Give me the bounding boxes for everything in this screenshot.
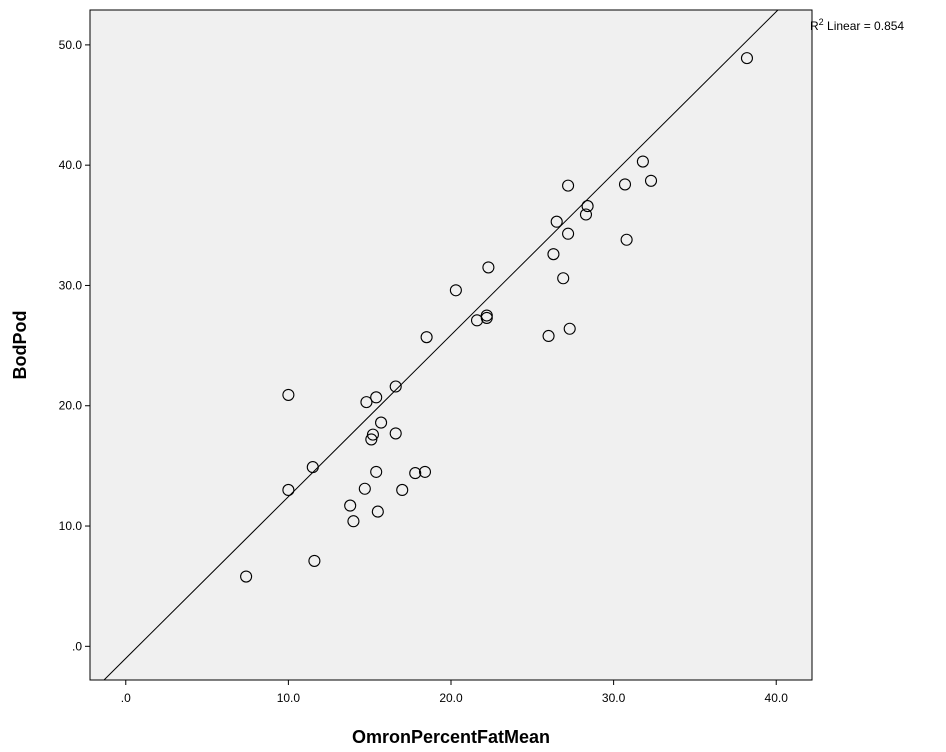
x-axis-title: OmronPercentFatMean: [352, 727, 550, 747]
data-point: [562, 179, 575, 192]
data-point: [308, 554, 321, 567]
y-axis: .0 10.0 20.0 30.0 40.0 50.0: [59, 38, 90, 653]
data-point: [370, 391, 383, 404]
x-tick-label: 10.0: [277, 691, 301, 705]
data-point: [282, 388, 295, 401]
data-point: [347, 515, 360, 528]
x-tick-label: 40.0: [765, 691, 789, 705]
data-point: [740, 52, 754, 65]
data-point: [618, 178, 632, 191]
data-point: [365, 433, 378, 446]
data-point: [409, 467, 422, 480]
data-point: [482, 261, 495, 274]
data-point: [240, 570, 253, 583]
data-point: [644, 174, 658, 187]
plot-area: [89, 9, 813, 681]
data-point: [470, 314, 484, 327]
fit-line: [103, 9, 779, 681]
x-tick-label: .0: [121, 691, 131, 705]
data-point: [375, 416, 388, 429]
data-point: [557, 272, 570, 285]
data-point: [581, 200, 594, 213]
data-point: [449, 284, 462, 297]
data-point: [480, 309, 493, 322]
y-tick-label: 30.0: [59, 278, 83, 292]
data-point: [366, 428, 379, 441]
data-point: [370, 465, 383, 478]
data-point: [420, 331, 433, 344]
data-point: [579, 208, 593, 221]
data-point: [306, 461, 319, 474]
y-tick-label: .0: [72, 639, 82, 653]
data-point: [620, 233, 633, 246]
data-point: [358, 482, 371, 495]
data-point: [418, 465, 432, 478]
data-point: [547, 248, 560, 261]
data-point: [542, 329, 555, 343]
data-point: [344, 499, 357, 512]
data-point: [389, 380, 402, 393]
data-point: [563, 322, 576, 335]
x-axis: .0 10.0 20.0 30.0 40.0: [121, 680, 788, 705]
y-tick-label: 10.0: [59, 519, 83, 533]
data-point: [282, 483, 295, 496]
data-point: [636, 155, 649, 168]
data-point: [562, 227, 575, 240]
r-squared-annotation: R2 Linear = 0.854: [810, 17, 904, 33]
data-point: [550, 215, 563, 228]
x-tick-label: 20.0: [439, 691, 463, 705]
y-tick-label: 20.0: [59, 399, 83, 413]
y-tick-label: 40.0: [59, 158, 83, 172]
data-point: [396, 483, 409, 496]
y-tick-label: 50.0: [59, 38, 83, 52]
data-point: [389, 427, 402, 440]
y-axis-title: BodPod: [10, 311, 30, 380]
data-point: [371, 505, 384, 518]
data-points: [240, 52, 754, 583]
x-tick-label: 30.0: [602, 691, 626, 705]
data-point: [360, 396, 373, 409]
